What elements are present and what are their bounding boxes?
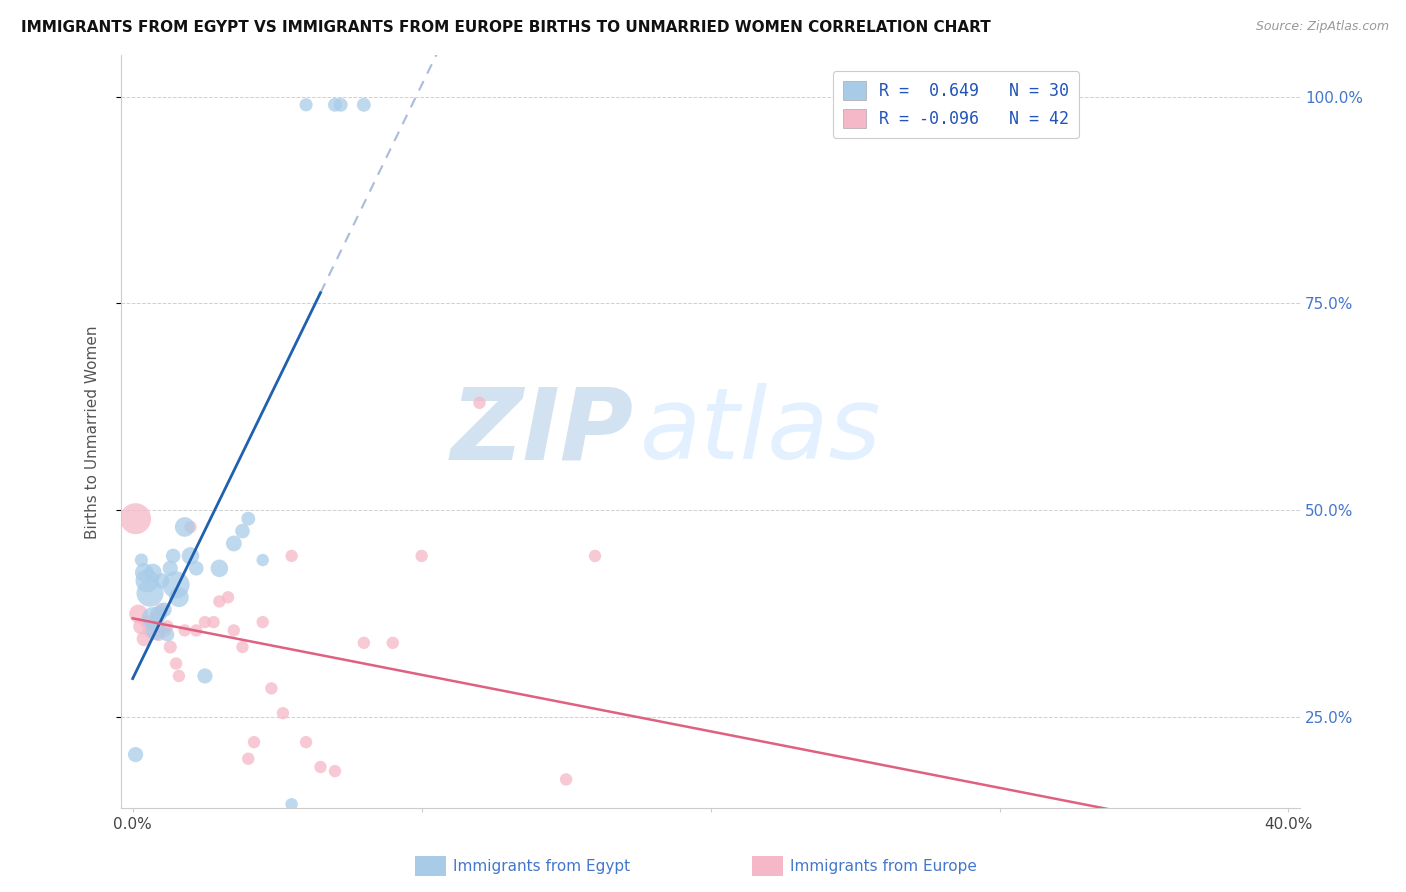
Point (139, 624, 162, 638)
Point (142, 566, 165, 580)
Point (165, 657, 187, 671)
Point (411, 549, 433, 563)
Point (145, 611, 167, 625)
Point (222, 536, 245, 550)
Text: atlas: atlas (640, 384, 882, 480)
Point (271, 706, 294, 721)
Point (295, 735, 318, 749)
Point (159, 640, 181, 654)
Point (202, 615, 225, 629)
Point (179, 549, 201, 563)
Point (153, 624, 176, 638)
Point (156, 627, 179, 641)
Point (231, 640, 253, 654)
Point (323, 97, 346, 112)
Point (280, 797, 302, 812)
Point (222, 624, 245, 638)
Point (136, 574, 159, 588)
Point (1191, 826, 1213, 840)
Point (167, 669, 190, 683)
Point (156, 619, 179, 633)
Point (159, 561, 181, 575)
Point (142, 611, 165, 625)
Point (243, 735, 266, 749)
Legend: R =  0.649   N = 30, R = -0.096   N = 42: R = 0.649 N = 30, R = -0.096 N = 42 (832, 71, 1080, 138)
Point (353, 636, 375, 650)
Point (194, 669, 217, 683)
Point (208, 594, 231, 608)
Text: Source: ZipAtlas.com: Source: ZipAtlas.com (1256, 20, 1389, 33)
Point (142, 619, 165, 633)
Point (131, 553, 153, 567)
Point (139, 586, 162, 600)
Point (124, 511, 146, 525)
Y-axis label: Births to Unmarried Women: Births to Unmarried Women (86, 325, 100, 539)
Point (295, 97, 318, 112)
Point (238, 511, 260, 525)
Point (145, 624, 167, 638)
Point (150, 574, 173, 588)
Point (127, 607, 149, 621)
Point (179, 520, 201, 534)
Point (353, 97, 375, 112)
Point (217, 591, 239, 605)
Text: IMMIGRANTS FROM EGYPT VS IMMIGRANTS FROM EUROPE BIRTHS TO UNMARRIED WOMEN CORREL: IMMIGRANTS FROM EGYPT VS IMMIGRANTS FROM… (21, 20, 991, 35)
Point (165, 578, 187, 592)
Point (153, 603, 176, 617)
Point (468, 396, 491, 410)
Point (329, 97, 352, 112)
Point (381, 636, 404, 650)
Point (959, 826, 981, 840)
Point (186, 561, 208, 575)
Point (238, 752, 260, 766)
Point (280, 549, 302, 563)
Point (148, 627, 170, 641)
Point (323, 764, 346, 778)
Point (162, 549, 184, 563)
Point (150, 603, 173, 617)
Point (260, 681, 283, 696)
Point (252, 553, 274, 567)
Point (583, 549, 606, 563)
Text: ZIP: ZIP (451, 384, 634, 480)
Point (148, 607, 170, 621)
Point (186, 624, 208, 638)
Point (252, 615, 274, 629)
Point (134, 632, 156, 646)
Point (131, 619, 153, 633)
Point (134, 566, 156, 580)
Point (173, 520, 195, 534)
Point (309, 760, 332, 774)
Point (173, 624, 195, 638)
Point (231, 524, 253, 538)
Point (555, 772, 578, 787)
Point (208, 561, 231, 575)
Point (124, 747, 146, 762)
Text: Immigrants from Europe: Immigrants from Europe (790, 859, 977, 873)
Point (167, 591, 190, 605)
Text: Immigrants from Egypt: Immigrants from Egypt (453, 859, 630, 873)
Point (194, 615, 217, 629)
Point (136, 615, 159, 629)
Point (699, 826, 721, 840)
